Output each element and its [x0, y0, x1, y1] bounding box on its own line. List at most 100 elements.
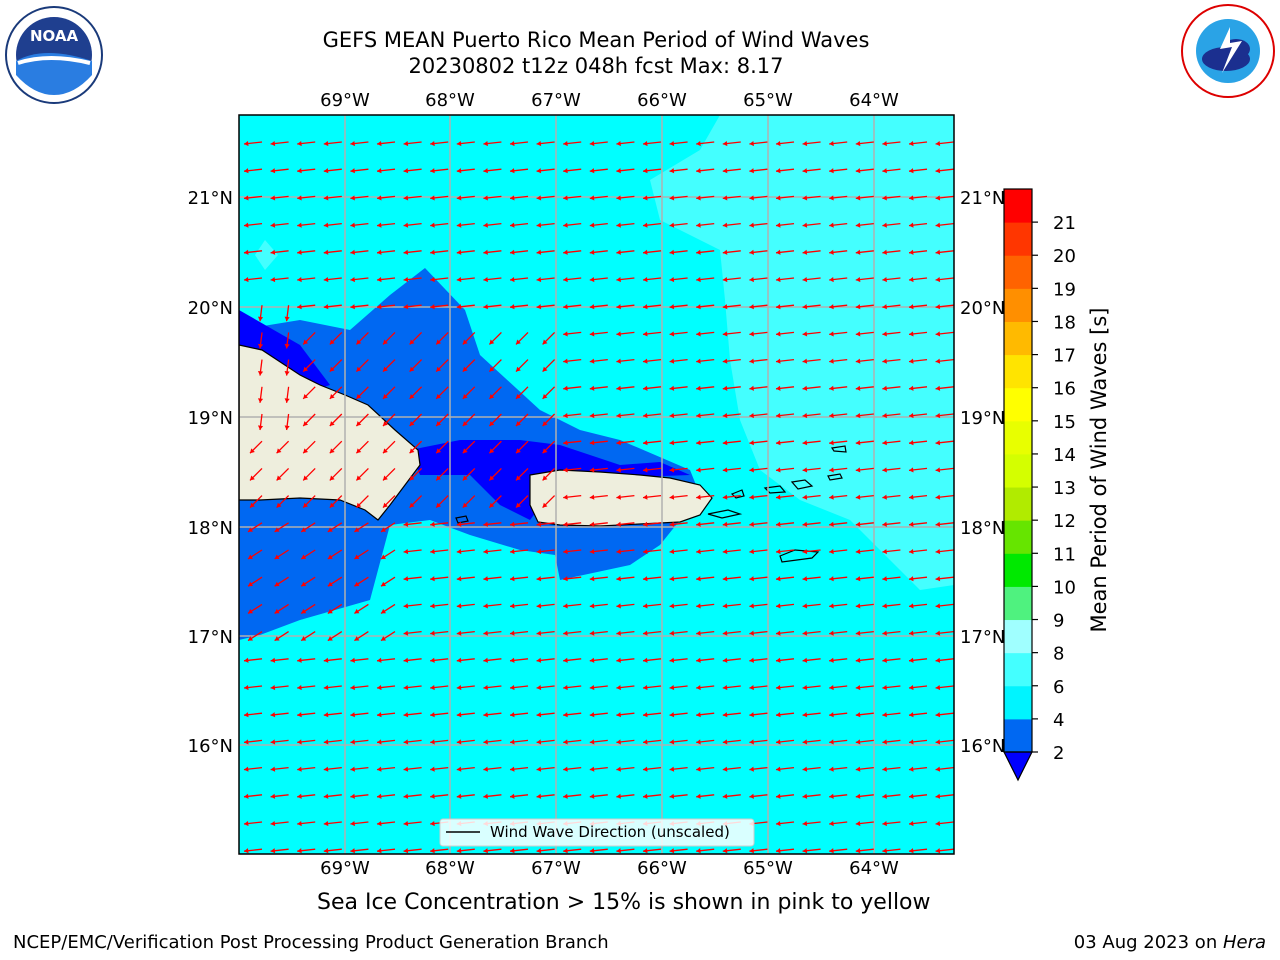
wave-direction-arrow — [775, 467, 795, 473]
wave-direction-arrow — [616, 630, 635, 636]
wave-direction-arrow — [247, 549, 263, 560]
wave-direction-arrow — [829, 222, 848, 228]
colorbar-label: Mean Period of Wind Waves [s] — [1087, 308, 1111, 633]
island-sombrero — [830, 445, 847, 453]
footer-date: 03 Aug 2023 on — [1073, 932, 1223, 953]
wave-direction-arrow — [669, 304, 688, 310]
wave-direction-arrow — [350, 739, 369, 745]
wave-direction-arrow — [642, 576, 662, 582]
chart-subtitle: 20230802 t12z 048h fcst Max: 8.17 — [408, 54, 784, 78]
wave-direction-arrow — [249, 440, 263, 454]
wave-direction-arrow — [409, 440, 423, 454]
wave-direction-arrow — [563, 494, 582, 500]
wave-direction-arrow — [329, 467, 343, 481]
wave-direction-arrow — [669, 385, 688, 391]
wave-direction-arrow — [456, 222, 475, 228]
wave-direction-arrow — [775, 412, 795, 419]
wave-direction-arrow — [456, 140, 475, 147]
wave-direction-arrow — [935, 249, 954, 255]
wave-direction-arrow — [908, 304, 928, 310]
wave-direction-arrow — [563, 521, 582, 527]
wave-direction-arrow — [908, 712, 928, 718]
wave-direction-arrow — [563, 140, 582, 147]
wave-direction-arrow — [403, 521, 422, 527]
wave-direction-arrow — [935, 440, 954, 446]
wave-direction-arrow — [483, 657, 502, 663]
wave-direction-arrow — [536, 304, 555, 310]
wave-direction-arrow — [589, 440, 608, 446]
wave-direction-arrow — [409, 467, 423, 481]
wave-direction-arrow — [829, 521, 848, 527]
wave-direction-arrow — [775, 385, 795, 391]
wave-direction-arrow — [749, 385, 768, 391]
wave-direction-arrow — [403, 249, 422, 255]
wave-direction-arrow — [297, 739, 316, 745]
wave-direction-arrow — [456, 657, 475, 663]
wave-direction-arrow — [642, 195, 662, 201]
wave-direction-arrow — [696, 712, 715, 718]
wave-direction-arrow — [536, 766, 555, 772]
wave-direction-arrow — [829, 249, 848, 255]
wave-direction-arrow — [775, 766, 795, 772]
wave-direction-arrow — [409, 413, 423, 427]
wave-direction-arrow — [488, 331, 502, 345]
latitude-label: 16°N — [960, 736, 1005, 757]
wave-direction-arrow — [802, 140, 821, 147]
wave-direction-arrow — [908, 467, 928, 473]
wave-direction-arrow — [642, 548, 662, 555]
wave-direction-arrow — [563, 168, 582, 174]
wave-direction-arrow — [908, 358, 928, 364]
wave-direction-arrow — [270, 222, 289, 228]
wave-direction-arrow — [908, 657, 928, 663]
wave-direction-arrow — [775, 140, 795, 147]
wave-direction-arrow — [284, 386, 290, 403]
wave-direction-arrow — [642, 712, 662, 718]
wave-direction-arrow — [376, 195, 396, 201]
wave-direction-arrow — [483, 603, 502, 609]
wave-direction-arrow — [616, 412, 635, 419]
wave-direction-arrow — [855, 739, 874, 745]
wave-direction-arrow — [802, 195, 821, 201]
wave-direction-arrow — [323, 793, 342, 799]
wave-direction-arrow — [270, 793, 289, 799]
wave-direction-arrow — [382, 440, 396, 454]
wave-direction-arrow — [509, 576, 529, 582]
wave-direction-arrow — [749, 603, 768, 609]
island-virgin-3 — [790, 479, 814, 490]
wave-direction-arrow — [696, 793, 715, 799]
wave-direction-arrow — [430, 548, 449, 555]
wave-direction-arrow — [382, 331, 396, 345]
wave-direction-arrow — [456, 249, 475, 255]
wave-direction-arrow — [722, 358, 741, 364]
latitude-label: 17°N — [960, 627, 1005, 648]
colorbar-tick-label: 6 — [1053, 677, 1064, 698]
wave-direction-arrow — [382, 386, 396, 400]
wave-direction-arrow — [589, 576, 608, 582]
wave-direction-arrow — [775, 195, 795, 201]
colorbar-frame — [1003, 188, 1033, 753]
wave-direction-arrow — [908, 766, 928, 772]
wave-direction-arrow — [403, 222, 422, 228]
wave-direction-arrow — [855, 168, 874, 174]
wave-direction-arrow — [276, 440, 290, 454]
wave-direction-arrow — [616, 548, 635, 555]
wave-direction-arrow — [456, 684, 475, 691]
wave-direction-arrow — [935, 140, 954, 147]
longitude-label: 67°W — [531, 90, 581, 111]
wave-direction-arrow — [722, 222, 741, 228]
wave-direction-arrow — [908, 848, 928, 854]
wave-direction-arrow — [696, 249, 715, 255]
wave-direction-arrow — [882, 140, 901, 147]
wave-direction-arrow — [696, 848, 715, 854]
wave-direction-arrow — [380, 603, 396, 614]
graticule — [239, 115, 954, 854]
island-st-croix — [779, 549, 820, 563]
wave-direction-arrow — [882, 304, 901, 310]
wave-direction-arrow — [882, 195, 901, 201]
wave-direction-arrow — [775, 820, 795, 827]
wave-direction-arrow — [329, 331, 343, 345]
wave-direction-arrow — [642, 249, 662, 255]
wave-direction-arrow — [616, 576, 635, 582]
wave-direction-arrow — [935, 195, 954, 201]
wave-direction-arrow — [802, 385, 821, 391]
